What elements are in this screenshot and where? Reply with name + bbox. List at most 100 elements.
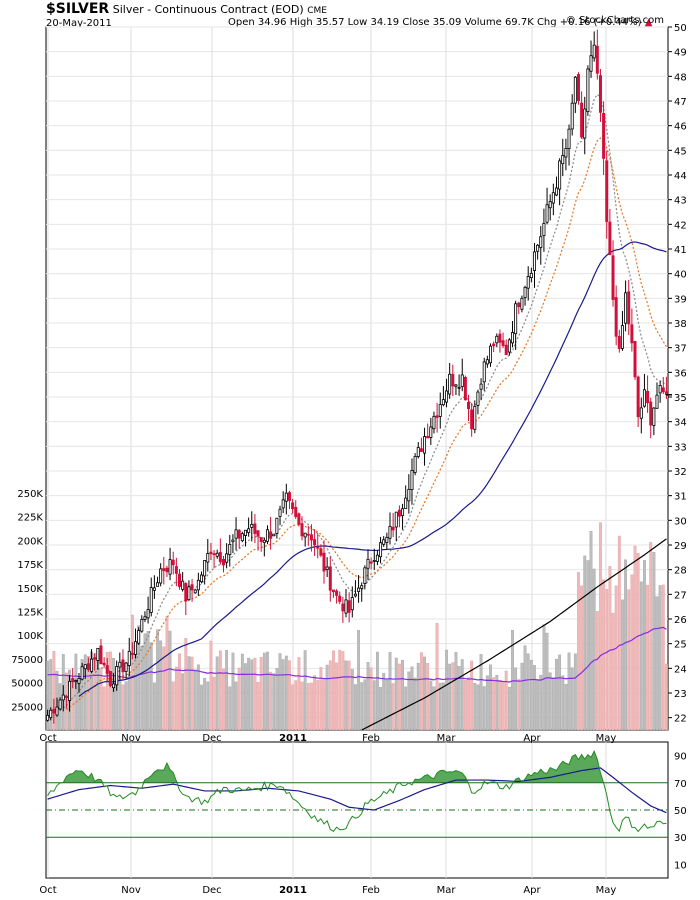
volume-bar xyxy=(350,669,354,731)
volume-bar xyxy=(332,650,335,731)
candle-body xyxy=(554,187,558,196)
candle-body xyxy=(485,359,489,365)
volume-bar xyxy=(498,679,502,731)
price-x-tick-label: Mar xyxy=(437,733,457,744)
candle-body xyxy=(225,553,229,563)
volume-bar xyxy=(432,686,436,731)
candle-body xyxy=(325,566,329,571)
volume-bar xyxy=(272,673,276,731)
volume-bar xyxy=(269,671,273,731)
candle-body xyxy=(187,586,191,601)
price-x-tick-label: Nov xyxy=(121,733,141,744)
volume-bar xyxy=(266,651,269,731)
candle-body xyxy=(642,389,646,407)
candle-body xyxy=(284,492,288,502)
candle-body xyxy=(617,336,621,349)
volume-bar xyxy=(655,596,659,731)
candle-body xyxy=(46,714,50,721)
volume-bar xyxy=(382,673,386,731)
volume-bar xyxy=(149,642,153,731)
candle-body xyxy=(190,584,194,591)
candle-body xyxy=(178,573,182,587)
price-tick-label: 31 xyxy=(674,492,687,503)
volume-bar xyxy=(479,654,483,731)
candle-body xyxy=(231,539,235,543)
candle-body xyxy=(74,680,78,683)
candle-body xyxy=(58,699,62,710)
volume-bar xyxy=(162,646,166,731)
volume-bar xyxy=(586,560,590,731)
candle-body xyxy=(121,659,125,673)
volume-bar xyxy=(262,652,266,731)
candle-body xyxy=(432,415,436,430)
volume-bar xyxy=(611,612,615,731)
candle-body xyxy=(627,291,631,325)
volume-bar xyxy=(495,675,499,731)
candle-body xyxy=(529,272,533,279)
volume-bar xyxy=(143,633,147,731)
candle-body xyxy=(523,286,527,298)
volume-bar xyxy=(306,683,310,731)
candle-body xyxy=(269,531,273,539)
volume-bar xyxy=(558,654,562,731)
candle-body xyxy=(542,223,546,237)
candle-body xyxy=(212,553,216,556)
volume-bar xyxy=(438,682,442,731)
candle-body xyxy=(300,523,304,537)
candle-body xyxy=(639,407,643,419)
candle-body xyxy=(633,340,637,378)
candle-body xyxy=(319,548,323,556)
candle-body xyxy=(532,251,536,271)
volume-bar xyxy=(369,667,373,731)
volume-bar xyxy=(130,614,134,731)
candle-body xyxy=(598,75,602,113)
volume-tick-label: 125K xyxy=(17,608,43,619)
candle-body xyxy=(253,523,257,534)
rsi-line xyxy=(47,749,667,833)
price-tick-label: 23 xyxy=(674,689,687,700)
candle-body xyxy=(221,558,225,566)
candle-body xyxy=(134,641,138,655)
price-x-tick-label: Feb xyxy=(362,733,380,744)
volume-bar xyxy=(228,686,232,731)
candle-body xyxy=(99,645,103,665)
candle-body xyxy=(394,511,398,528)
candle-body xyxy=(507,339,511,353)
volume-bar xyxy=(127,673,131,731)
candle-body xyxy=(504,344,508,356)
volume-bar xyxy=(338,649,342,731)
candle-body xyxy=(489,345,493,364)
volume-bar xyxy=(316,680,320,731)
volume-bar xyxy=(460,659,464,731)
candle-body xyxy=(203,559,207,577)
candle-body xyxy=(322,552,326,572)
candle-body xyxy=(391,526,395,531)
candle-body xyxy=(328,566,332,591)
candle-body xyxy=(445,390,449,403)
symbol-label: $SILVER xyxy=(46,1,110,17)
volume-bar xyxy=(580,585,584,731)
price-tick-label: 27 xyxy=(674,590,687,601)
price-tick-label: 49 xyxy=(674,48,687,59)
candle-body xyxy=(174,566,178,574)
candle-body xyxy=(385,536,389,543)
volume-bar xyxy=(215,656,219,731)
candle-body xyxy=(369,561,373,564)
volume-bar xyxy=(379,687,382,731)
price-tick-label: 35 xyxy=(674,393,687,404)
volume-bar xyxy=(545,632,549,731)
volume-bar xyxy=(533,665,536,731)
volume-bar xyxy=(649,542,653,731)
candle-body xyxy=(561,155,565,165)
ma50-line xyxy=(78,241,667,697)
candle-body xyxy=(200,574,203,583)
volume-bar xyxy=(473,682,477,731)
candle-body xyxy=(658,385,662,394)
volume-tick-label: 250K xyxy=(17,489,43,500)
candle-body xyxy=(388,525,392,539)
volume-bar xyxy=(595,611,599,731)
volume-bar xyxy=(643,560,646,731)
candle-body xyxy=(259,537,263,543)
volume-bar xyxy=(256,682,260,731)
